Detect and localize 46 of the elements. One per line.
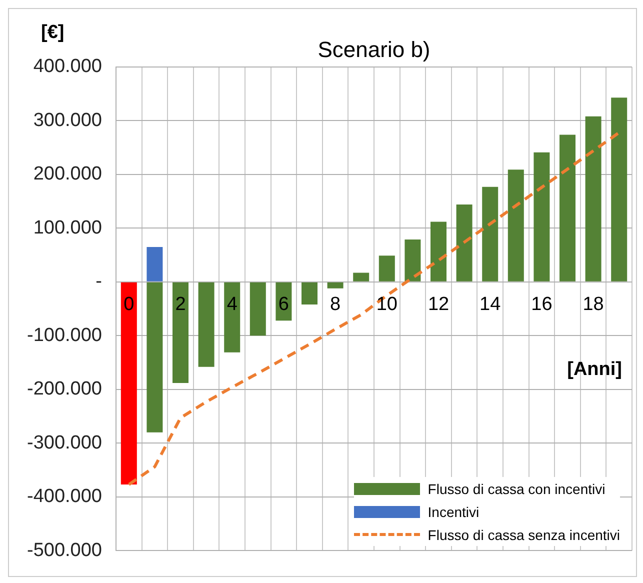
- bar: [378, 256, 395, 282]
- x-axis-title: [Anni]: [567, 359, 622, 380]
- bar: [146, 282, 163, 432]
- y-tick-label: 100.000: [33, 217, 102, 238]
- y-tick-label: 200.000: [33, 164, 102, 185]
- bar: [250, 282, 266, 336]
- bar: [353, 272, 370, 282]
- y-tick-label: -200.000: [26, 378, 102, 400]
- x-tick-label: 12: [428, 294, 450, 316]
- bar: [534, 152, 550, 282]
- x-tick-label: 4: [226, 294, 238, 316]
- x-tick-label: 14: [480, 294, 502, 316]
- x-tick-label: 18: [582, 294, 604, 316]
- y-axis-title: [€]: [41, 22, 64, 44]
- bar: [198, 282, 214, 367]
- bar: [146, 247, 163, 282]
- y-tick-label: 400.000: [33, 56, 102, 78]
- bar: [560, 134, 576, 282]
- bar: [482, 186, 498, 282]
- y-tick-label: 300.000: [33, 110, 102, 131]
- legend-label: Incentivi: [428, 504, 480, 520]
- bar: [456, 204, 472, 282]
- legend-label: Flusso di cassa con incentivi: [428, 480, 606, 496]
- y-tick-label: -: [96, 271, 102, 292]
- bar: [327, 282, 344, 288]
- x-tick-label: 6: [278, 294, 289, 316]
- x-tick-label: 2: [175, 294, 186, 316]
- bar: [508, 170, 524, 282]
- legend-label: Flusso di cassa senza incentivi: [428, 526, 620, 542]
- bar: [302, 282, 318, 304]
- y-tick-label: -400.000: [26, 486, 102, 508]
- y-tick-label: -100.000: [26, 324, 102, 346]
- x-tick-label: 10: [376, 294, 398, 316]
- bar: [224, 282, 240, 352]
- bar: [585, 116, 602, 282]
- chart-title: Scenario b): [318, 37, 430, 62]
- bar: [430, 222, 446, 282]
- y-tick-label: -300.000: [26, 432, 102, 454]
- x-tick-label: 16: [531, 294, 552, 316]
- x-tick-label: 8: [330, 294, 341, 316]
- bar: [404, 239, 421, 282]
- bar: [611, 98, 628, 282]
- bar: [172, 282, 189, 383]
- x-tick-label: 0: [124, 294, 134, 316]
- y-tick-label: -500.000: [26, 540, 102, 561]
- bar: [120, 282, 137, 485]
